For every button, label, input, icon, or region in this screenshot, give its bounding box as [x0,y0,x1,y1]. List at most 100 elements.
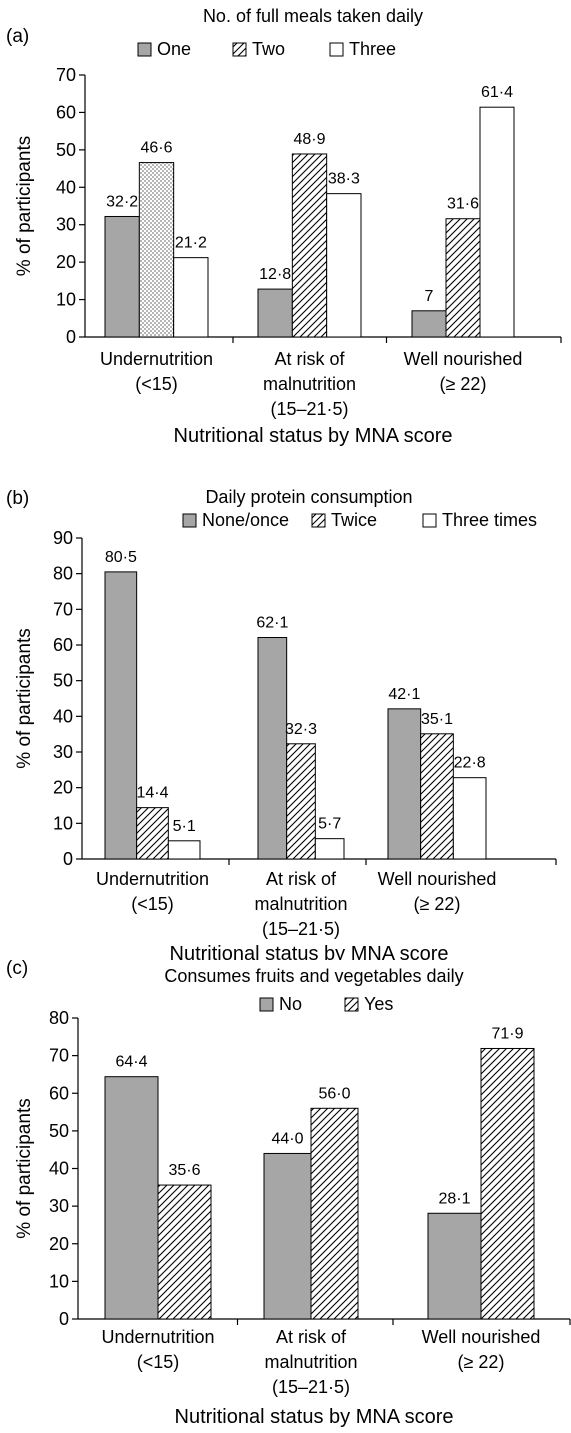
chart-c-svg: (c) Consumes fruits and vegetables daily N… [6,960,571,1428]
bar-no [104,1076,159,1320]
legend-label-0: One [157,39,191,59]
data-label: 48·9 [293,131,325,148]
y-tick-label: 70 [49,1046,69,1066]
chart-panel-b: (b) Daily protein consumption None/once Twi… [0,480,571,960]
legend-swatch-2 [422,513,437,528]
y-tick-label: 30 [53,742,73,762]
x-category-label: Undernutrition [100,349,213,369]
bar-none-once [104,571,138,860]
legend-swatch-2 [329,42,344,57]
data-label: 31·6 [447,196,479,213]
y-tick-label: 60 [49,1083,69,1103]
legend-swatch-0 [137,42,152,57]
bar-twice [136,807,169,860]
data-label: 14·4 [136,785,168,802]
chart-title: Daily protein consumption [205,487,412,507]
x-category-label: At risk of [274,349,345,369]
y-axis-label: % of participants [14,628,35,768]
x-category-label: Well nourished [404,349,523,369]
x-category-label: (15–21·5) [272,1377,350,1397]
data-label: 32·3 [285,721,317,738]
chart-title: Consumes fruits and vegetables daily [164,966,463,986]
legend-label-0: None/once [202,510,289,530]
chart-a-svg: (a) No. of full meals taken daily One Two Th… [6,6,562,447]
legend-swatch-0 [182,513,197,528]
bar-three-times [452,777,487,860]
data-label: 35·6 [168,1162,200,1179]
legend-label-1: Two [252,39,285,59]
bar-two [138,162,175,338]
data-label: 32·2 [106,193,138,210]
y-tick-label: 10 [56,290,76,310]
legend-swatch-1 [232,42,247,57]
legend-label-0: No [279,994,302,1014]
data-label: 21·2 [175,235,207,252]
x-category-label: (<15) [135,374,178,394]
y-tick-label: 50 [56,140,76,160]
legend-label-2: Three times [442,510,537,530]
data-label: 44·0 [271,1130,303,1147]
x-category-label: Well nourished [378,869,497,889]
legend-label-1: Yes [364,994,393,1014]
y-tick-label: 70 [53,599,73,619]
y-tick-label: 70 [56,65,76,85]
chart-panel-a: (a) No. of full meals taken daily One Two Th… [0,0,571,480]
bar-three-times [314,838,345,860]
x-category-label: (<15) [131,894,174,914]
data-label: 5·1 [173,818,196,835]
panel-label: (b) [6,488,29,509]
x-category-label: Undernutrition [96,869,209,889]
x-axis-label: Nutritional status by MNA score [175,1406,454,1428]
y-tick-label: 80 [53,564,73,584]
y-tick-label: 40 [49,1159,69,1179]
chart-panel-c: (c) Consumes fruits and vegetables daily N… [0,960,571,1433]
y-tick-label: 50 [53,671,73,691]
data-label: 5·7 [318,816,341,833]
x-category-label: malnutrition [254,894,347,914]
y-tick-label: 90 [53,528,73,548]
y-tick-label: 0 [66,327,76,347]
y-tick-label: 30 [56,215,76,235]
data-label: 56·0 [318,1085,350,1102]
legend-label-1: Twice [331,510,377,530]
bar-none-once [257,637,288,860]
y-tick-label: 0 [63,849,73,869]
bar-no [263,1152,312,1320]
bar-one [411,310,447,338]
y-tick-label: 20 [53,778,73,798]
bar-twice [286,743,316,860]
x-category-label: Undernutrition [101,1327,214,1347]
data-label: 12·8 [259,266,291,283]
x-axis-label: Nutritional status by MNA score [170,943,449,960]
y-axis-label: % of participants [14,136,35,276]
bar-one [104,215,140,338]
panel-label: (c) [6,960,28,979]
bar-yes [480,1047,535,1320]
bar-none-once [387,708,422,860]
y-tick-label: 60 [53,635,73,655]
x-category-label: At risk of [276,1327,347,1347]
x-category-label: malnutrition [264,1352,357,1372]
data-label: 71·9 [491,1025,523,1042]
data-label: 62·1 [256,615,288,632]
y-tick-label: 10 [53,813,73,833]
x-category-label: (≥ 22) [414,894,461,914]
bar-three [326,193,362,338]
data-label: 46·6 [140,140,172,157]
y-tick-label: 50 [49,1121,69,1141]
bar-twice [420,733,454,860]
x-axis-label: Nutritional status by MNA score [174,425,453,447]
chart-b-svg: (b) Daily protein consumption None/once Twi… [6,487,557,960]
legend-swatch-1 [344,997,359,1012]
legend-swatch-0 [259,997,274,1012]
data-label: 7 [425,288,434,305]
y-tick-label: 60 [56,102,76,122]
legend-swatch-1 [311,513,326,528]
y-tick-label: 30 [49,1196,69,1216]
x-category-label: Well nourished [422,1327,541,1347]
data-label: 64·4 [115,1054,147,1071]
bar-three [173,257,209,338]
data-label: 35·1 [421,711,453,728]
bar-three-times [167,840,201,860]
x-category-label: (15–21·5) [270,399,348,419]
